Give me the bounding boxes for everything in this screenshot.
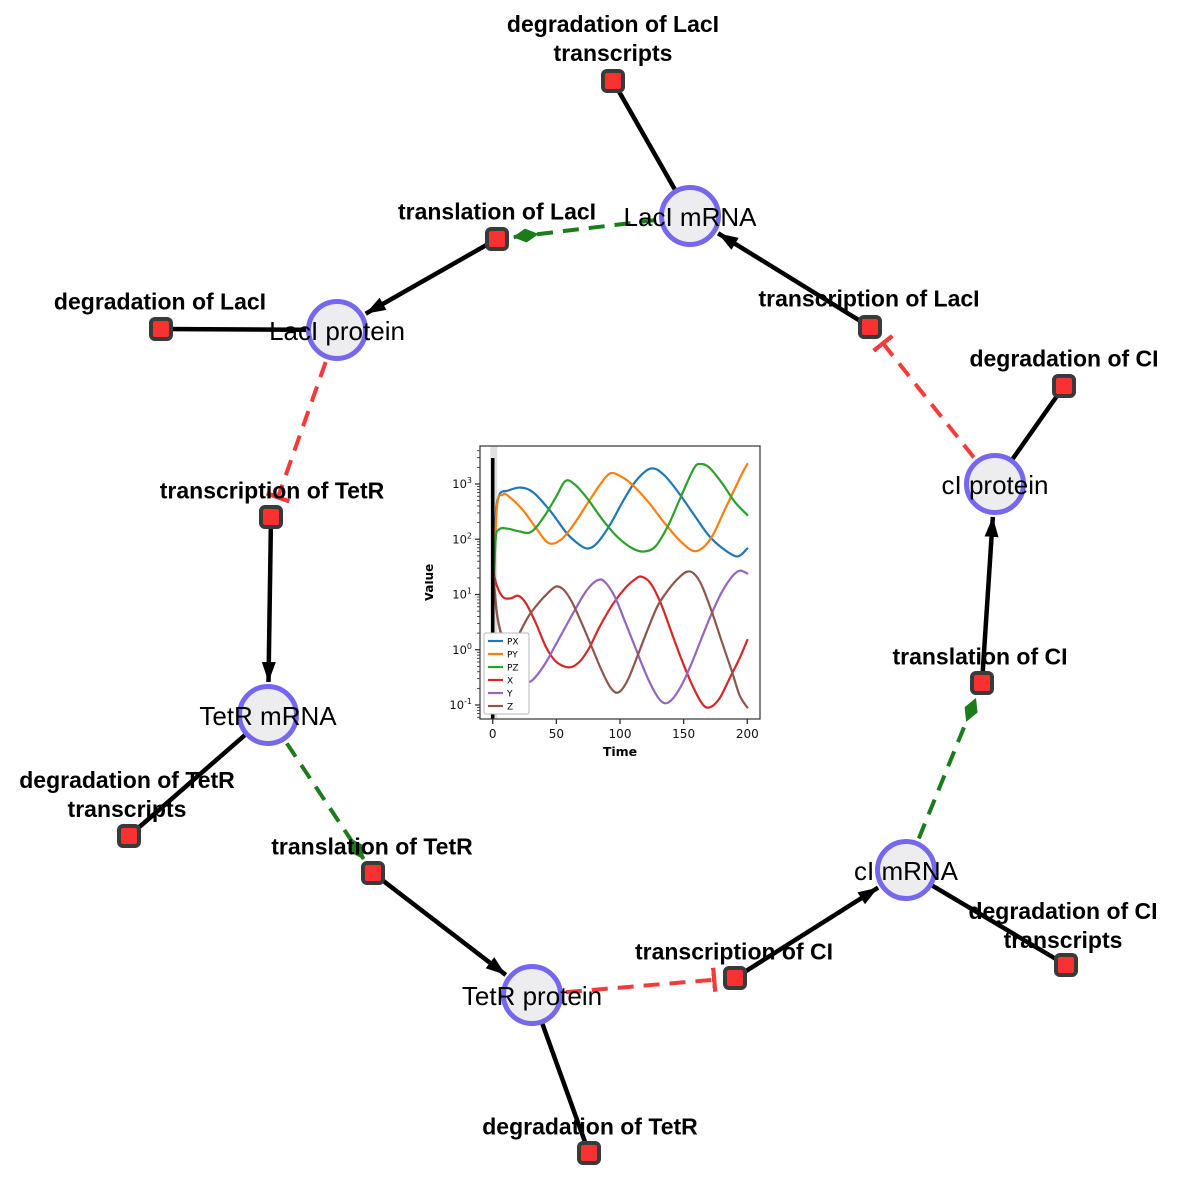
- species-node-laci-mrna: [659, 185, 721, 247]
- chart-legend-label-Z: Z: [507, 703, 513, 713]
- species-node-tetr-mrna: [237, 684, 299, 746]
- chart-y-axis: 10-1 100 101 102 103: [449, 450, 480, 718]
- reaction-node-deg-tetr-transcripts: [117, 824, 141, 848]
- reaction-node-deg-ci-transcripts: [1054, 953, 1078, 977]
- svg-text:102: 102: [452, 531, 472, 546]
- edge-laci-protein--transcription-tetr: [278, 361, 328, 497]
- species-node-ci-mrna: [875, 839, 937, 901]
- reaction-label-transcription-laci: transcription of LacI: [758, 285, 980, 312]
- chart-legend-label-PY: PY: [507, 651, 518, 661]
- species-label-laci-protein: LacI protein: [269, 316, 405, 346]
- chart-series-Z: [491, 567, 749, 709]
- reaction-label-deg-laci-transcripts: degradation of LacI transcripts: [506, 11, 720, 66]
- svg-text:100: 100: [452, 642, 472, 657]
- reaction-label-deg-tetr: degradation of TetR: [482, 1113, 698, 1140]
- chart-series-PZ: [491, 462, 749, 642]
- chart-legend: PX PY PZ XYZ: [483, 632, 530, 715]
- svg-text:103: 103: [452, 476, 472, 491]
- chart-legend-label-PZ: PZ: [507, 664, 519, 674]
- chart-plot-box: [479, 445, 761, 720]
- chart-x-axis: 0 50 100 150 200: [489, 719, 759, 741]
- species-label-laci-mrna: LacI mRNA: [623, 202, 757, 232]
- edge-transcription-tetr--tetr-mrna: [261, 516, 276, 683]
- svg-text:50: 50: [549, 727, 564, 741]
- reaction-label-transcription-ci: transcription of CI: [634, 938, 834, 965]
- reaction-node-deg-laci-transcripts: [601, 69, 625, 93]
- edge-translation-ci--ci-protein: [979, 516, 999, 684]
- species-label-tetr-mrna: TetR mRNA: [199, 701, 337, 731]
- chart-legend-label-X: X: [507, 677, 513, 687]
- reaction-label-deg-tetr-transcripts: degradation of TetR transcripts: [19, 767, 235, 822]
- species-node-ci-protein: [964, 453, 1026, 515]
- chart-x-axis-label: Time: [603, 744, 637, 759]
- reaction-label-translation-ci: translation of CI: [892, 643, 1068, 670]
- chart-series-Y: [491, 567, 749, 705]
- svg-text:0: 0: [489, 727, 497, 741]
- reaction-label-translation-laci: translation of LacI: [397, 198, 597, 225]
- species-label-tetr-protein: TetR protein: [461, 981, 603, 1011]
- reaction-node-translation-laci: [485, 227, 509, 251]
- reaction-node-transcription-laci: [858, 315, 882, 339]
- edge-ci-protein--transcription-laci: [883, 343, 976, 459]
- svg-text:150: 150: [672, 727, 695, 741]
- reaction-node-transcription-ci: [723, 966, 747, 990]
- svg-text:10-1: 10-1: [449, 697, 472, 712]
- reaction-label-translation-tetr: translation of TetR: [271, 833, 473, 860]
- species-label-ci-mrna: cI mRNA: [854, 856, 958, 886]
- reaction-node-deg-tetr: [577, 1141, 601, 1165]
- species-node-tetr-protein: [501, 964, 563, 1026]
- svg-text:101: 101: [452, 587, 472, 602]
- edge-tetr-mrna--translation-tetr: [285, 742, 366, 860]
- chart-legend-label-PX: PX: [507, 638, 519, 648]
- species-label-ci-protein: cI protein: [941, 470, 1049, 500]
- reaction-node-translation-tetr: [361, 861, 385, 885]
- edge-deg-ci-transcripts--ci-mrna: [904, 868, 1068, 967]
- reaction-label-deg-ci-transcripts: degradation of CI transcripts: [968, 898, 1158, 953]
- svg-text:200: 200: [736, 727, 759, 741]
- reaction-label-deg-ci: degradation of CI: [969, 345, 1159, 372]
- edge-translation-laci--laci-protein: [364, 237, 499, 316]
- edge-translation-tetr--tetr-protein: [371, 871, 508, 977]
- chart-series-PY: [491, 462, 749, 642]
- reaction-node-deg-ci: [1052, 374, 1076, 398]
- chart-legend-label-Y: Y: [506, 690, 513, 700]
- reaction-label-deg-laci: degradation of LacI: [53, 288, 267, 315]
- species-node-laci-protein: [306, 299, 368, 361]
- chart-series-group: [491, 462, 749, 709]
- svg-text:100: 100: [609, 727, 632, 741]
- edge-transcription-ci--ci-mrna: [733, 885, 880, 980]
- chart-y-axis-label: Value: [425, 564, 436, 602]
- edge-ci-mrna--translation-ci: [916, 697, 978, 840]
- chart-series-X: [491, 567, 749, 709]
- inset-chart: 0 50 100 150 20010-1100101102103TimeValuePXP…: [425, 445, 761, 759]
- reaction-node-transcription-tetr: [259, 505, 283, 529]
- reaction-node-translation-ci: [970, 671, 994, 695]
- edge-transcription-laci--laci-mrna: [716, 231, 872, 329]
- edge-laci-mrna--translation-laci: [512, 218, 657, 243]
- reaction-node-deg-laci: [149, 317, 173, 341]
- reaction-label-transcription-tetr: transcription of TetR: [159, 477, 385, 504]
